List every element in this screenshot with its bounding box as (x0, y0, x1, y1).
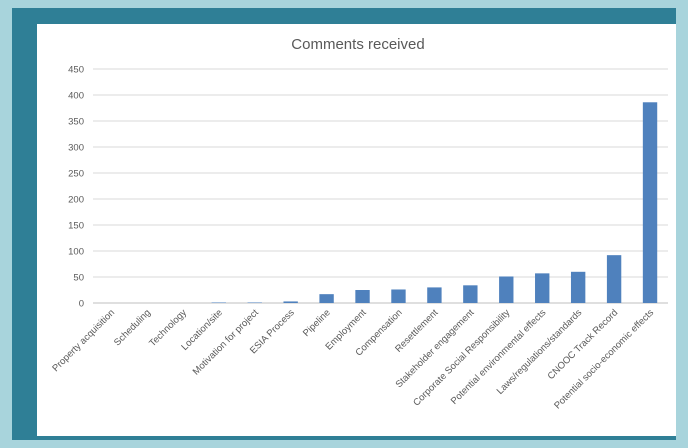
bar (427, 287, 442, 303)
y-tick-label: 200 (68, 195, 84, 206)
gridlines (93, 68, 668, 304)
bar (319, 294, 334, 303)
bar (570, 271, 586, 303)
bars (211, 102, 658, 303)
bar (606, 255, 622, 303)
y-tick-label: 350 (68, 117, 84, 128)
bar (499, 276, 514, 303)
bar (391, 289, 406, 303)
bar (247, 302, 262, 303)
bar (283, 301, 298, 303)
y-tick-label: 400 (68, 91, 84, 102)
bar (355, 290, 370, 303)
chart-card (37, 24, 676, 436)
x-tick-label: Motivation for project (191, 307, 261, 377)
y-tick-label: 450 (68, 65, 84, 76)
y-tick-label: 150 (68, 221, 84, 232)
y-tick-label: 100 (68, 247, 84, 258)
y-tick-label: 0 (79, 299, 84, 310)
x-axis-labels: Property acquisitionSchedulingTechnology… (50, 307, 656, 411)
x-tick-label: Pipeline (301, 307, 333, 339)
y-tick-label: 50 (73, 273, 84, 284)
y-axis-ticks: 0 50 100 150 200 250 300 350 400 450 (68, 65, 84, 310)
bar (535, 273, 550, 303)
bar (463, 285, 478, 303)
x-tick-label: Property acquisition (50, 307, 117, 374)
outer-frame (12, 8, 676, 440)
bar (642, 102, 658, 303)
x-tick-label: CNOOC Track Record (546, 307, 621, 382)
y-tick-label: 300 (68, 143, 84, 154)
y-tick-label: 250 (68, 169, 84, 180)
bar (211, 302, 226, 303)
chart-title: Comments received (291, 36, 424, 53)
